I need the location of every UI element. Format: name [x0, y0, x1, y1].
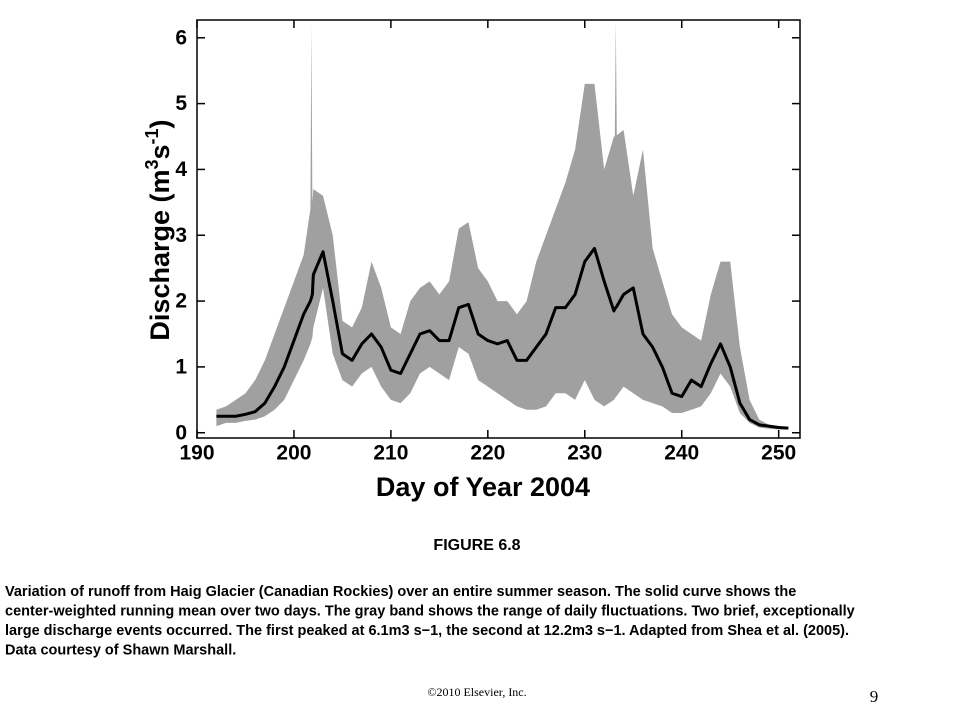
- x-tick-label: 250: [761, 442, 796, 465]
- y-tick-label: 6: [175, 26, 187, 49]
- x-tick-label: 230: [567, 442, 602, 465]
- caption-line: Variation of runoff from Haig Glacier (C…: [5, 584, 796, 600]
- y-axis-label: Discharge (m3s-1): [142, 119, 175, 340]
- plot-frame: [196, 19, 801, 439]
- caption-line: center-weighted running mean over two da…: [5, 603, 855, 619]
- x-axis-label: Day of Year 2004: [376, 472, 590, 502]
- x-tick-label: 220: [470, 442, 505, 465]
- y-axis-label-part: ): [145, 119, 175, 128]
- x-tick-label: 200: [276, 442, 311, 465]
- y-tick-label: 1: [175, 355, 187, 378]
- y-axis-label-part: -1: [142, 128, 162, 144]
- y-tick-label: 2: [175, 290, 187, 313]
- y-tick-label: 5: [175, 92, 187, 115]
- x-tick-label: 190: [179, 442, 214, 465]
- y-axis-label-part: Discharge (m: [145, 170, 175, 341]
- y-tick-label: 4: [175, 158, 187, 181]
- caption-line: Data courtesy of Shawn Marshall.: [5, 642, 236, 658]
- page-number: 9: [870, 687, 879, 706]
- y-tick-label: 3: [175, 224, 187, 247]
- x-tick-label: 210: [373, 442, 408, 465]
- y-tick-label: 0: [175, 421, 187, 444]
- figure-label: FIGURE 6.8: [433, 537, 520, 554]
- mean-line: [216, 246, 789, 430]
- y-axis-label-part: s: [145, 144, 175, 159]
- copyright: ©2010 Elsevier, Inc.: [427, 685, 526, 699]
- range-band: [216, 20, 789, 430]
- caption-line: large discharge events occurred. The fir…: [5, 623, 849, 639]
- y-axis-label-part: 3: [142, 159, 162, 169]
- x-tick-label: 240: [664, 442, 699, 465]
